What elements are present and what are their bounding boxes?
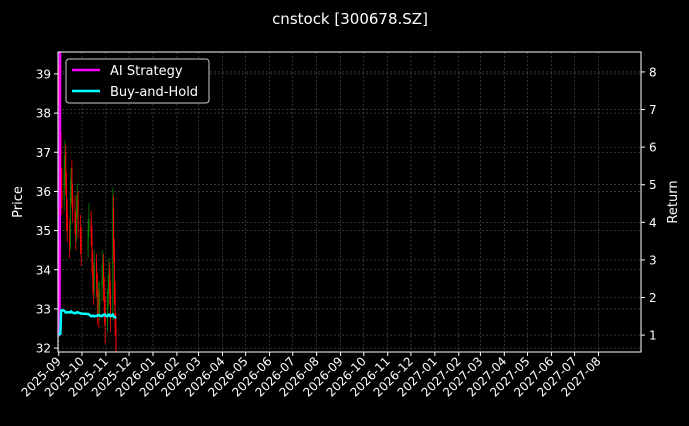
candle-body [76,207,78,235]
candle-body [110,293,112,317]
plot-area [58,52,117,352]
candle-body [97,297,99,309]
y-tick-label-right: 5 [649,178,657,192]
candle-body [69,191,71,247]
candle-body [98,297,100,313]
y-tick-label-right: 8 [649,65,657,79]
candle-body [72,195,74,212]
candle-body [70,167,72,192]
candle-body [104,308,106,325]
legend-label-buy-and-hold: Buy-and-Hold [110,85,198,100]
ai-strategy-line [58,52,62,337]
candle-body [64,152,66,172]
candle-body [66,214,68,231]
y-tick-label-right: 1 [649,329,657,343]
axes: 3233343536373839123456782025-092025-1020… [19,65,657,399]
candle-body [87,230,89,251]
y-tick-label-left: 35 [36,224,51,238]
candle-body [79,226,81,239]
candle-body [76,199,78,208]
y-tick-label-right: 3 [649,253,657,267]
candle-body [107,285,109,302]
candle-body [96,261,98,286]
candle-body [90,218,92,235]
candle-body [74,211,76,223]
chart-title: cnstock [300678.SZ] [272,10,428,28]
y-tick-label-left: 33 [36,302,51,316]
y-tick-label-left: 36 [36,185,51,199]
plot-frame [57,51,642,353]
candle-body [113,250,115,294]
y-tick-label-right: 7 [649,103,657,117]
candle-body [88,218,90,231]
candle-body [114,293,116,325]
candle-body [99,293,101,313]
candle-body [103,261,105,290]
legend-label-ai-strategy: AI Strategy [110,64,183,79]
candle-body [115,324,117,352]
candle-body [92,261,94,278]
legend: AI Strategy Buy-and-Hold [65,58,210,104]
candle-body [112,207,114,317]
candle-body [77,199,79,227]
y-tick-label-left: 32 [36,342,51,356]
candle-body [96,285,98,309]
candle-body [80,238,82,251]
y-tick-label-left: 39 [36,67,51,81]
y-axis-label-left: Price [11,186,26,218]
candle-body [102,261,104,278]
buy-and-hold-line [58,309,117,336]
y-tick-label-right: 6 [649,141,657,155]
candle-body [75,222,77,235]
candle-body [65,183,67,215]
y-tick-label-right: 2 [649,291,657,305]
y-tick-label-left: 38 [36,107,51,121]
candle-body [109,269,111,294]
y-tick-label-left: 37 [36,146,51,160]
candle-body [69,230,71,247]
candle-body [101,277,103,294]
candle-body [93,277,95,290]
candle-body [93,261,95,290]
y-tick-label-right: 4 [649,216,657,230]
candle-body [61,191,63,200]
plot-content [58,52,117,352]
candle-body [108,269,110,286]
candle-body [63,171,65,200]
candle-body [91,234,93,262]
y-axis-label-right: Return [666,180,681,223]
candle-body [65,152,67,184]
candle-body [71,167,73,196]
y-tick-label-left: 34 [36,263,51,277]
candle-body [106,301,108,325]
legend-box [65,58,210,104]
candle-body [103,289,105,309]
candle-body [113,207,115,251]
